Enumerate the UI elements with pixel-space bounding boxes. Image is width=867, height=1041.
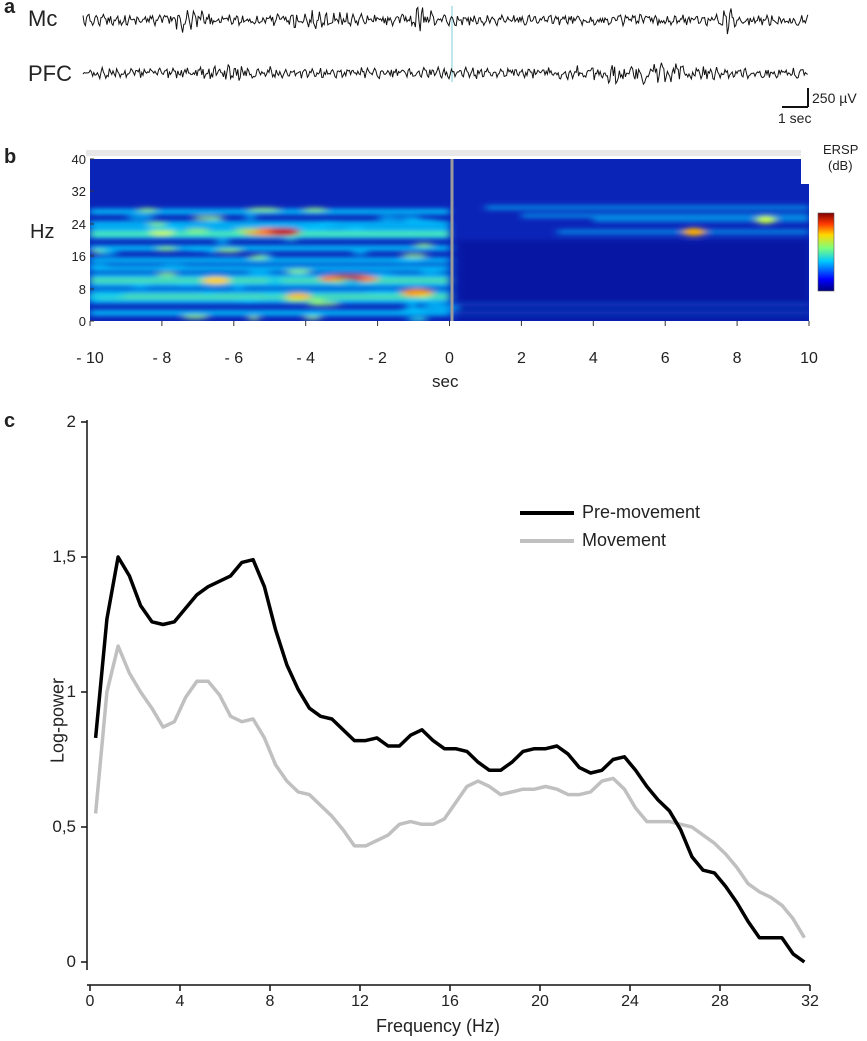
spectrogram: [86, 140, 867, 326]
spec-xtick-label: - 4: [296, 350, 316, 367]
spec-ytick-8: 8: [78, 282, 86, 297]
x-tick-label: 0: [85, 993, 95, 1010]
spectrogram-power-map: [90, 205, 809, 321]
spec-xtick-label: 8: [732, 350, 742, 367]
x-tick-label: 20: [531, 993, 549, 1010]
colorbar-unit: (dB): [828, 158, 853, 173]
series-line-movement: [93, 644, 806, 939]
y-tick-label: 1,5: [52, 547, 76, 566]
spec-xtick-label: - 10: [76, 350, 104, 367]
series-line-pre-movement: [93, 555, 806, 964]
spec-xtick-label: - 2: [368, 350, 387, 367]
spec-xtick-label: 2: [516, 350, 526, 367]
y-tick-label: 0: [66, 952, 76, 971]
pfc-eeg-trace: [82, 62, 808, 86]
legend-label-pre-movement: Pre-movement: [582, 502, 701, 522]
legend: [520, 511, 574, 543]
y-axis-label: Log-power: [47, 677, 68, 764]
spec-ytick-24: 24: [71, 217, 86, 232]
x-axis-label: Frequency (Hz): [376, 1016, 501, 1036]
x-tick-label: 32: [801, 993, 819, 1010]
spec-ytick-16: 16: [71, 249, 86, 264]
scale-bar: [782, 88, 809, 108]
spec-xtick-label: - 6: [224, 350, 244, 367]
y-axis-ticks: [81, 421, 87, 963]
spectrogram-x-tick-marks: [89, 321, 810, 326]
spec-xtick-label: 0: [445, 350, 454, 367]
x-tick-label: 4: [175, 993, 185, 1010]
pfc-channel-label: PFC: [28, 61, 72, 86]
x-tick-label: 28: [711, 993, 729, 1010]
x-tick-label: 16: [441, 993, 459, 1010]
spectrogram-xlabel: sec: [432, 372, 459, 391]
x-tick-label: 8: [265, 993, 275, 1010]
spec-ytick-40: 40: [71, 152, 86, 167]
legend-label-movement: Movement: [582, 530, 667, 550]
y-tick-label: 2: [66, 412, 76, 431]
spectrogram-y-ticks: [90, 158, 94, 322]
colorbar-title-box: [801, 140, 867, 184]
eeg-traces: [82, 6, 809, 108]
spec-xtick-label: - 8: [152, 350, 172, 367]
mc-channel-label: Mc: [28, 6, 58, 31]
y-tick-label: 1: [66, 682, 76, 701]
spec-xtick-label: 6: [660, 350, 670, 367]
mc-eeg-trace: [82, 6, 809, 35]
colorbar-title: ERSP: [823, 142, 859, 157]
y-tick-label: 0,5: [52, 817, 76, 836]
x-tick-label: 12: [351, 993, 369, 1010]
series-lines: [93, 555, 806, 964]
ersp-colorbar: [817, 212, 835, 292]
x-axis-ticks: [89, 985, 811, 991]
scalebar-time-label: 1 sec: [778, 110, 812, 126]
spec-xtick-label: 10: [800, 350, 818, 367]
panel-b-letter: b: [4, 146, 17, 168]
spec-xtick-label: 4: [588, 350, 598, 367]
spec-ytick-0: 0: [78, 314, 86, 329]
spectrogram-ylabel: Hz: [30, 221, 55, 243]
scalebar-amplitude-label: 250 µV: [812, 90, 857, 106]
panel-c-letter: c: [4, 410, 16, 432]
x-tick-label: 24: [621, 993, 639, 1010]
spec-ytick-32: 32: [71, 184, 86, 199]
panel-a-letter: a: [4, 0, 16, 18]
